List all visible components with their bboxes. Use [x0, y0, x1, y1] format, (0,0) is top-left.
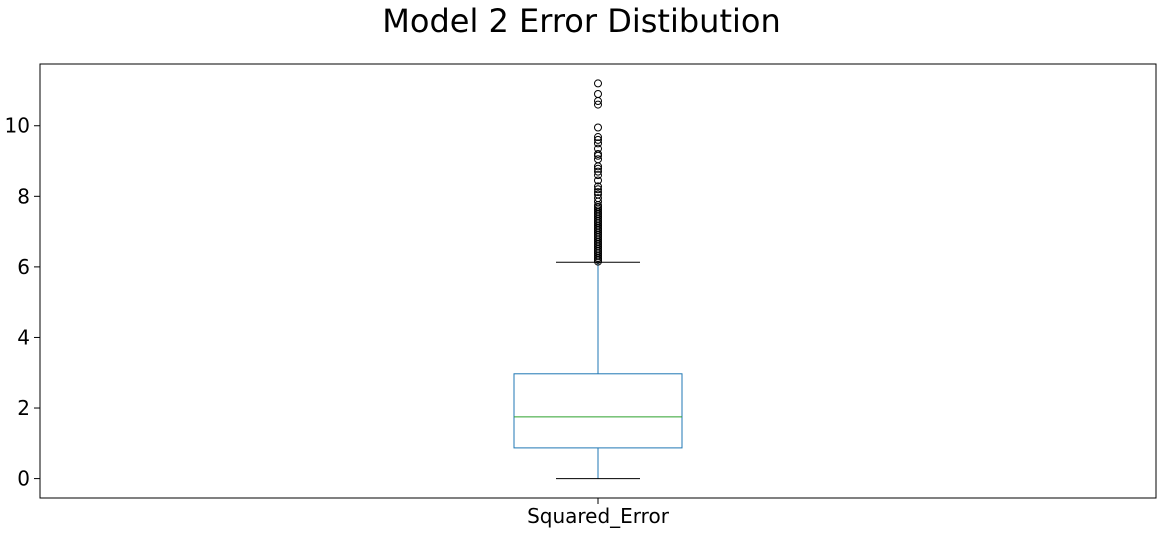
outlier-point [594, 79, 602, 88]
outlier-point [594, 185, 602, 194]
outlier-point [594, 164, 602, 173]
outlier-point [594, 190, 602, 199]
y-tick-label: 4 [17, 325, 30, 349]
outlier-point [594, 171, 602, 180]
outlier-point [594, 135, 602, 144]
outlier-point [594, 167, 602, 176]
x-tick-label: Squared_Error [527, 504, 670, 528]
outlier-point [594, 194, 602, 203]
outlier-point [594, 133, 602, 142]
outlier-point [594, 144, 602, 153]
outlier-point [594, 149, 602, 158]
box-group [513, 261, 683, 480]
outlier-point [594, 89, 602, 98]
iqr-box [513, 373, 683, 449]
outlier-point [594, 188, 602, 197]
outlier-point [594, 182, 602, 191]
y-axis: 0 2 4 6 8 10 [5, 114, 40, 491]
outlier-point [594, 100, 602, 109]
outlier-point [594, 123, 602, 132]
outlier-point [594, 176, 602, 185]
y-tick-label: 2 [17, 396, 30, 420]
outlier-group [594, 79, 602, 266]
outlier-point [594, 155, 602, 164]
y-tick-label: 6 [17, 255, 30, 279]
y-tick-label: 8 [17, 184, 30, 208]
x-axis: Squared_Error [527, 498, 670, 528]
outlier-point [594, 139, 602, 148]
y-tick-label: 10 [5, 114, 30, 138]
y-tick-label: 0 [17, 467, 30, 491]
chart-title: Model 2 Error Distibution [382, 2, 781, 40]
